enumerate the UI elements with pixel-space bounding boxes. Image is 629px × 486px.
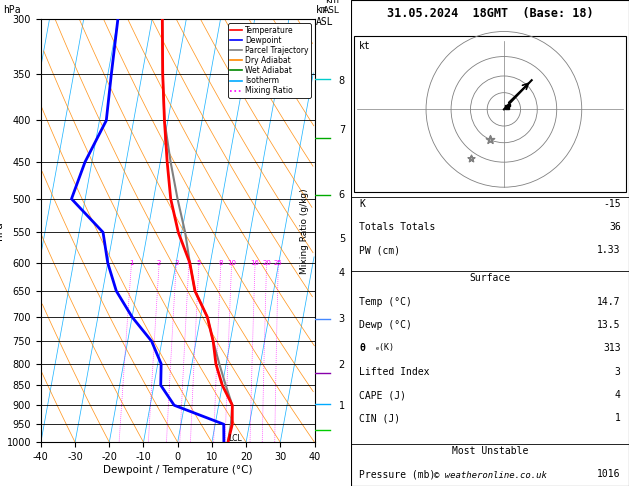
Text: 20: 20 <box>262 260 271 266</box>
Text: ASL: ASL <box>316 17 333 27</box>
Text: 4: 4 <box>338 268 345 278</box>
Text: 1: 1 <box>615 414 621 423</box>
Text: θ: θ <box>359 344 365 353</box>
Text: 1: 1 <box>129 260 134 266</box>
Text: 8: 8 <box>219 260 223 266</box>
Text: Dewp (°C): Dewp (°C) <box>359 320 412 330</box>
Text: km
ASL: km ASL <box>323 0 340 15</box>
Text: 25: 25 <box>274 260 282 266</box>
Text: 31.05.2024  18GMT  (Base: 18): 31.05.2024 18GMT (Base: 18) <box>387 7 593 20</box>
Text: 7: 7 <box>338 125 345 135</box>
Text: 36: 36 <box>609 222 621 232</box>
Text: 313: 313 <box>603 344 621 353</box>
Text: 6: 6 <box>338 190 345 200</box>
Text: CAPE (J): CAPE (J) <box>359 390 406 400</box>
Text: PW (cm): PW (cm) <box>359 245 401 256</box>
Text: 5: 5 <box>338 234 345 243</box>
Text: Surface: Surface <box>469 274 511 283</box>
Text: 4: 4 <box>615 390 621 400</box>
Text: 14.7: 14.7 <box>597 297 621 307</box>
Legend: Temperature, Dewpoint, Parcel Trajectory, Dry Adiabat, Wet Adiabat, Isotherm, Mi: Temperature, Dewpoint, Parcel Trajectory… <box>228 23 311 98</box>
Text: Totals Totals: Totals Totals <box>359 222 436 232</box>
Text: CIN (J): CIN (J) <box>359 414 401 423</box>
Text: km: km <box>316 5 328 15</box>
Text: ₑ(K): ₑ(K) <box>375 344 394 352</box>
Text: 16: 16 <box>250 260 260 266</box>
Text: 10: 10 <box>227 260 236 266</box>
Text: Pressure (mb): Pressure (mb) <box>359 469 436 479</box>
Text: 2: 2 <box>338 360 345 370</box>
Text: 2: 2 <box>157 260 162 266</box>
Text: 1.33: 1.33 <box>597 245 621 256</box>
Text: 8: 8 <box>338 75 345 86</box>
Text: 3: 3 <box>338 314 345 325</box>
Text: 5: 5 <box>197 260 201 266</box>
X-axis label: Dewpoint / Temperature (°C): Dewpoint / Temperature (°C) <box>103 465 252 475</box>
Text: K: K <box>359 199 365 209</box>
Text: Most Unstable: Most Unstable <box>452 446 528 456</box>
Text: Temp (°C): Temp (°C) <box>359 297 412 307</box>
Text: Mixing Ratio (g/kg): Mixing Ratio (g/kg) <box>299 188 309 274</box>
Text: 1016: 1016 <box>597 469 621 479</box>
Text: 13.5: 13.5 <box>597 320 621 330</box>
Text: © weatheronline.co.uk: © weatheronline.co.uk <box>433 471 547 480</box>
Text: LCL: LCL <box>228 434 242 443</box>
Text: 3: 3 <box>174 260 179 266</box>
Text: Lifted Index: Lifted Index <box>359 367 430 377</box>
Text: 3: 3 <box>615 367 621 377</box>
Text: kt: kt <box>359 41 371 52</box>
Text: 1: 1 <box>338 401 345 411</box>
Text: hPa: hPa <box>3 5 21 15</box>
Text: 4: 4 <box>187 260 191 266</box>
Text: -15: -15 <box>603 199 621 209</box>
Bar <box>353 36 626 192</box>
Y-axis label: hPa: hPa <box>0 222 4 240</box>
